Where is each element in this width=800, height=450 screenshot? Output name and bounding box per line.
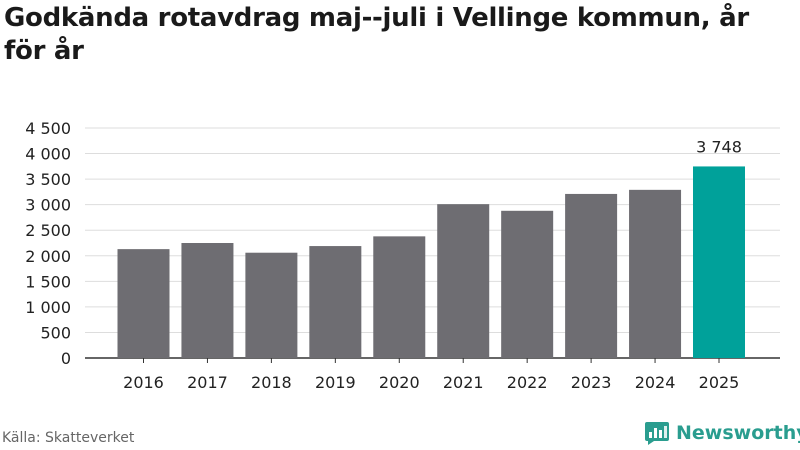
y-tick-label: 500 [40,323,71,342]
bar-2022 [501,210,554,358]
y-axis-tick-labels: 0 500 1 000 1 500 2 000 2 500 3 000 3 500 4 000 4… [25,119,71,368]
source-note: Källa: Skatteverket [2,430,135,446]
x-tick-label: 2021 [443,373,484,392]
brand-logo[interactable]: Newsworthy [644,420,800,446]
x-tick-label: 2016 [123,373,164,392]
bar-2021 [437,204,490,358]
y-tick-label: 0 [61,349,71,368]
data-labels: 3 748 [696,137,742,156]
bar-2024 [629,189,682,358]
brand-name: Newsworthy [676,422,800,444]
y-tick-label: 1 500 [25,272,71,291]
x-axis-tick-labels: 2016 2017 2018 2019 2020 2021 2022 2023 2024 2025 [123,358,739,392]
y-tick-label: 2 000 [25,247,71,266]
x-tick-label: 2018 [251,373,292,392]
y-tick-label: 4 000 [25,145,71,164]
x-tick-label: 2020 [379,373,420,392]
y-tick-label: 4 500 [25,119,71,138]
bar-2025 [693,166,745,358]
x-tick-label: 2022 [507,373,548,392]
y-tick-label: 1 000 [25,298,71,317]
bar-2018 [245,252,298,358]
newsworthy-logo-icon [645,422,669,445]
x-tick-label: 2025 [699,373,740,392]
bars [117,166,745,358]
data-label: 3 748 [696,137,742,156]
bar-2023 [565,193,618,358]
x-tick-label: 2019 [315,373,356,392]
x-tick-label: 2017 [187,373,228,392]
x-tick-label: 2024 [635,373,676,392]
bar-2016 [117,249,170,358]
y-tick-label: 2 500 [25,221,71,240]
bar-2019 [309,246,362,358]
chart-title: Godkända rotavdrag maj--juli i Vellinge … [4,3,749,66]
bar-2017 [181,243,234,358]
x-tick-label: 2023 [571,373,612,392]
y-tick-label: 3 000 [25,196,71,215]
bar-2020 [373,236,426,358]
y-tick-label: 3 500 [25,170,71,189]
